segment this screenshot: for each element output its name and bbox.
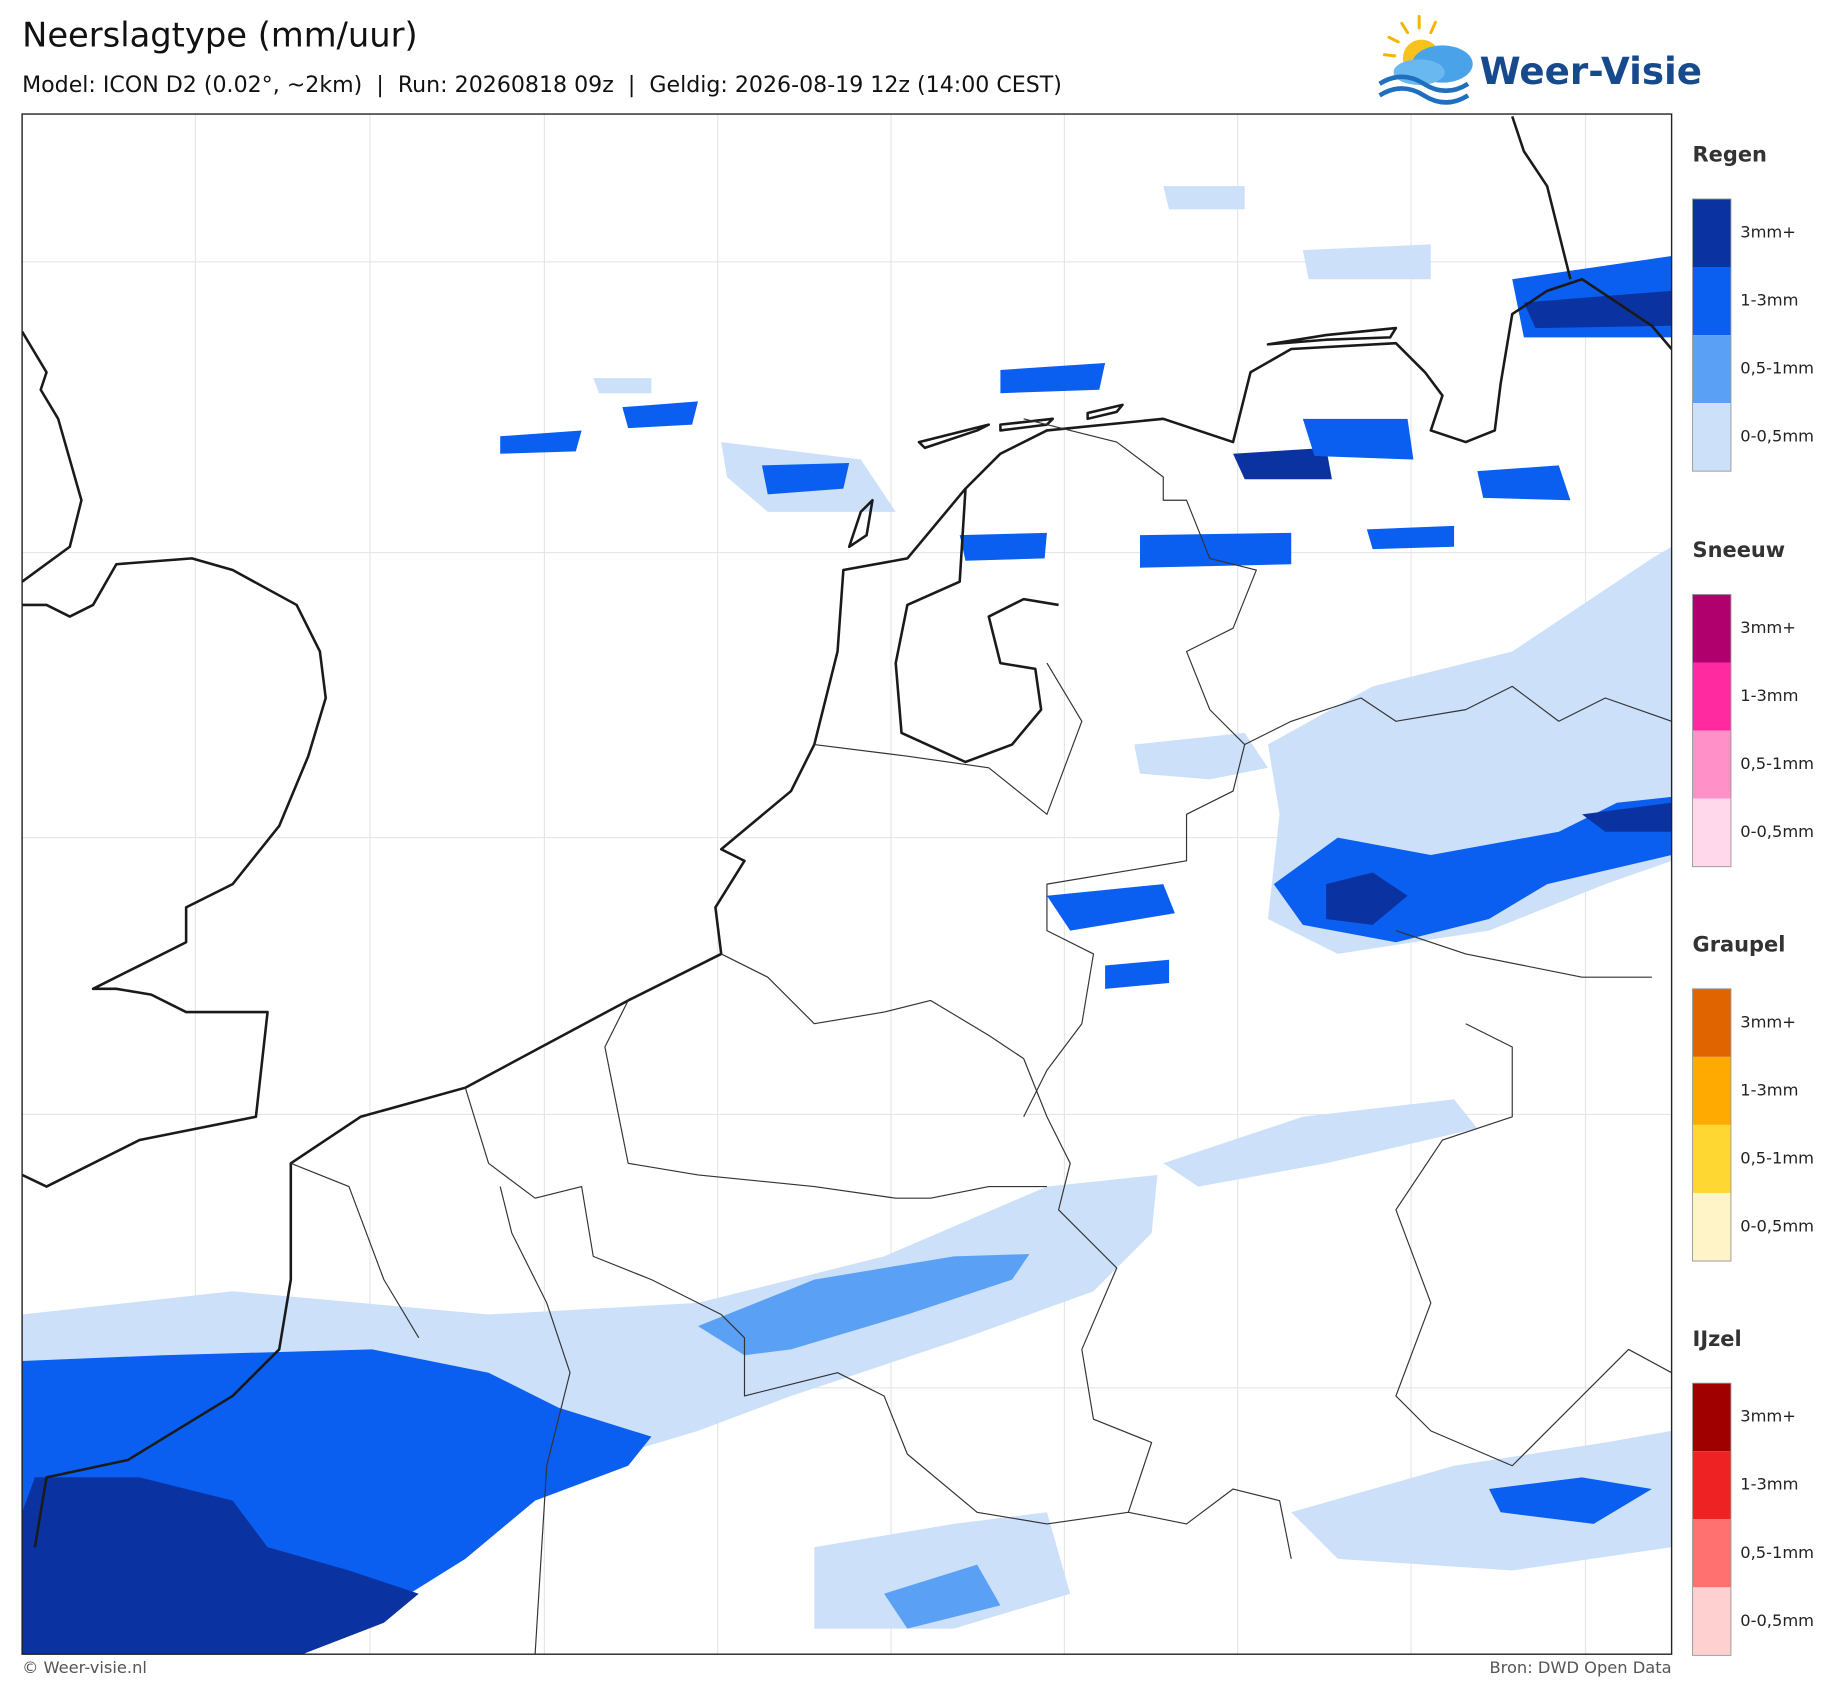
legend-label: 0,5-1mm (1740, 1148, 1814, 1167)
legend-label: 3mm+ (1740, 222, 1796, 241)
legend-swatch (1692, 594, 1731, 663)
legend-label: 0-0,5mm (1740, 427, 1814, 446)
legend-swatch (1692, 988, 1731, 1057)
legend-swatch (1692, 1587, 1731, 1656)
legend-group: Regen 3mm+ 1-3mm 0,5-1mm 0-0,5mm (1692, 143, 1814, 472)
legend-swatch (1692, 198, 1731, 268)
subtitle: Model: ICON D2 (0.02°, ~2km) | Run: 2026… (22, 72, 1062, 98)
precipitation (22, 186, 1672, 1655)
legend-title: Sneeuw (1693, 538, 1786, 562)
legend-label: 0-0,5mm (1740, 1216, 1814, 1235)
legend-label: 0,5-1mm (1740, 754, 1814, 773)
legend-swatch (1692, 1519, 1731, 1588)
legend-swatch (1692, 1451, 1731, 1520)
legend-group: IJzel 3mm+ 1-3mm 0,5-1mm 0-0,5mm (1692, 1327, 1814, 1656)
legend-label: 3mm+ (1740, 618, 1796, 637)
legend-swatch (1692, 730, 1731, 799)
legend-swatch (1692, 267, 1731, 336)
legend-label: 1-3mm (1740, 686, 1798, 705)
legend-swatch (1692, 798, 1731, 867)
legend-label: 3mm+ (1740, 1407, 1796, 1426)
legend-label: 0,5-1mm (1740, 359, 1814, 378)
legend-label: 0,5-1mm (1740, 1543, 1814, 1562)
legend-swatch (1692, 1124, 1731, 1193)
map (21, 113, 1673, 1655)
source: Bron: DWD Open Data (1489, 1658, 1671, 1677)
legend-frame (1692, 988, 1732, 1262)
legend-frame (1692, 1382, 1732, 1656)
legend-label: 1-3mm (1740, 291, 1798, 310)
legend-label: 1-3mm (1740, 1080, 1798, 1099)
logo: Weer-Visie (1378, 14, 1702, 105)
legend-frame (1692, 198, 1732, 472)
legend-label: 0-0,5mm (1740, 1611, 1814, 1630)
legend-group: Sneeuw 3mm+ 1-3mm 0,5-1mm 0-0,5mm (1692, 538, 1814, 868)
legend-frame (1692, 594, 1732, 868)
legend-swatch (1692, 335, 1731, 404)
title: Neerslagtype (mm/uur) (22, 16, 418, 55)
map-frame (21, 113, 1673, 1655)
logo-text: Weer-Visie (1480, 49, 1702, 93)
legend-label: 0-0,5mm (1740, 822, 1814, 841)
legend-title: Regen (1693, 143, 1767, 167)
legend-swatch (1692, 1192, 1731, 1262)
legend-swatch (1692, 1056, 1731, 1125)
copyright: © Weer-visie.nl (22, 1658, 147, 1677)
legend-swatch (1692, 662, 1731, 731)
legend-swatch (1692, 1383, 1731, 1452)
legend-title: IJzel (1693, 1327, 1742, 1351)
legend-label: 3mm+ (1740, 1012, 1796, 1031)
legend-title: Graupel (1693, 933, 1786, 957)
legend-group: Graupel 3mm+ 1-3mm 0,5-1mm 0-0,5mm (1692, 933, 1814, 1262)
legend: Regen 3mm+ 1-3mm 0,5-1mm 0-0,5mm Sneeuw 3mm+ 1-… (1692, 143, 1814, 1656)
legend-swatch (1692, 403, 1731, 472)
legend-label: 1-3mm (1740, 1475, 1798, 1494)
